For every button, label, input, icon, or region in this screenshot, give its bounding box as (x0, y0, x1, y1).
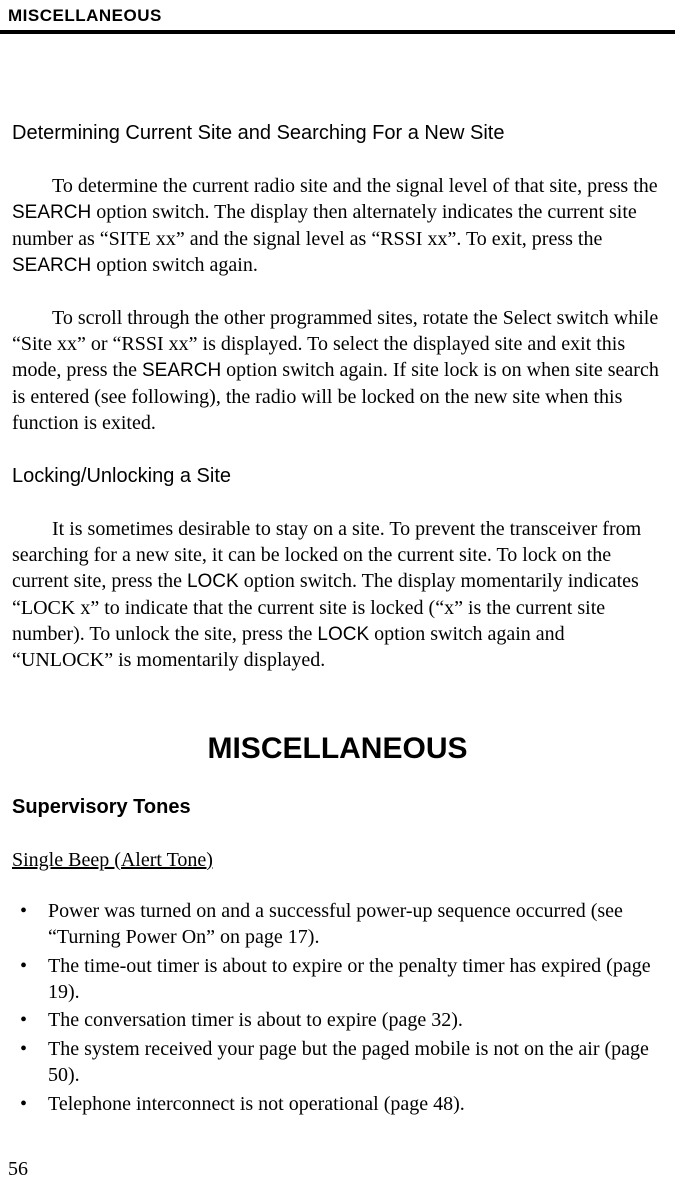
heading-locking-site: Locking/Unlocking a Site (12, 465, 663, 488)
list-item: The time-out timer is about to expire or… (12, 953, 663, 1006)
text: option switch. The display then alternat… (12, 201, 637, 249)
para-determining-1: To determine the current radio site and … (12, 173, 663, 279)
heading-supervisory-tones: Supervisory Tones (12, 796, 663, 819)
search-label: SEARCH (12, 255, 91, 276)
text: option switch again. (91, 254, 258, 276)
search-label: SEARCH (12, 202, 91, 223)
heading-determining-site: Determining Current Site and Searching F… (12, 122, 663, 145)
page-content: Determining Current Site and Searching F… (0, 122, 675, 1117)
para-locking-1: It is sometimes desirable to stay on a s… (12, 516, 663, 674)
lock-label: LOCK (317, 624, 369, 645)
list-item: The system received your page but the pa… (12, 1036, 663, 1089)
list-item: Telephone interconnect is not operationa… (12, 1091, 663, 1117)
title-miscellaneous: MISCELLANEOUS (12, 732, 663, 766)
page-number: 56 (8, 1158, 28, 1181)
list-item: Power was turned on and a successful pow… (12, 898, 663, 951)
lock-label: LOCK (187, 571, 239, 592)
heading-single-beep: Single Beep (Alert Tone) (12, 849, 663, 872)
list-item: The conversation timer is about to expir… (12, 1007, 663, 1033)
bullet-list: Power was turned on and a successful pow… (12, 898, 663, 1117)
search-label: SEARCH (142, 360, 221, 381)
text: To determine the current radio site and … (52, 175, 658, 197)
running-header: MISCELLANEOUS (0, 0, 675, 34)
para-determining-2: To scroll through the other programmed s… (12, 305, 663, 437)
